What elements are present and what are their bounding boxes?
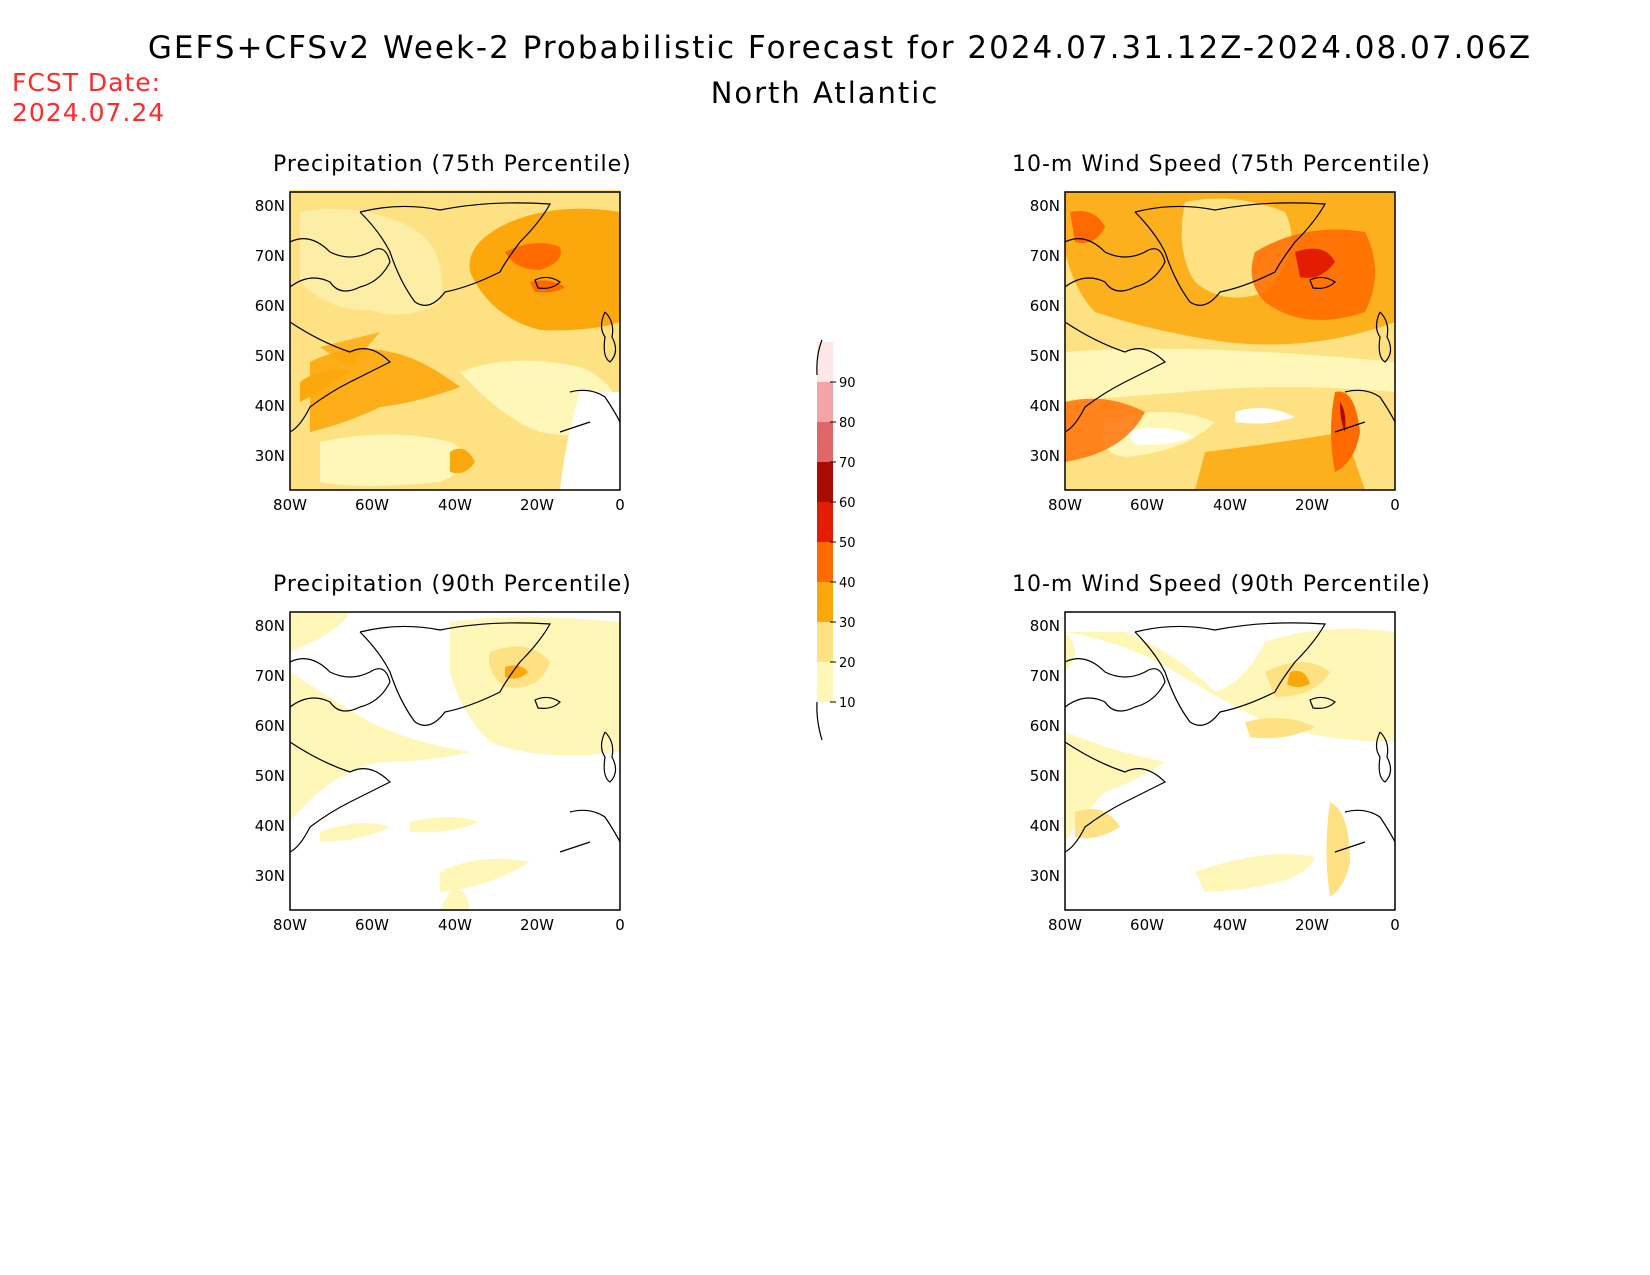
colorbar-tick-label: 90 — [839, 376, 856, 391]
map-panel-wind-90: 80N 70N 60N 50N 40N 30N 80W 60W 40W 20W … — [1030, 611, 1400, 934]
lon-label: 60W — [355, 496, 389, 514]
lon-label: 40W — [438, 496, 472, 514]
panel-title-precip-90: Precipitation (90th Percentile) — [273, 572, 632, 597]
lat-label: 70N — [1030, 247, 1060, 265]
lon-label: 0 — [615, 496, 625, 514]
lat-label: 30N — [255, 867, 285, 885]
lat-label: 70N — [255, 667, 285, 685]
lon-label: 0 — [1390, 496, 1400, 514]
colorbar-tick-label: 80 — [839, 416, 856, 431]
lon-label: 0 — [615, 916, 625, 934]
colorbar: 10 20 30 40 50 60 70 80 90 — [816, 339, 856, 741]
colorbar-segment — [817, 382, 833, 422]
forecast-date-block: FCST Date: 2024.07.24 — [12, 68, 165, 128]
lon-label: 80W — [1048, 916, 1082, 934]
lat-label: 60N — [1030, 297, 1060, 315]
map-panel-wind-75: 80N 70N 60N 50N 40N 30N 80W 60W 40W 20W … — [1030, 191, 1400, 514]
lon-label: 60W — [1130, 916, 1164, 934]
lat-ticks: 80N 70N 60N 50N 40N 30N — [255, 197, 285, 465]
lon-label: 40W — [1213, 496, 1247, 514]
lon-label: 20W — [520, 496, 554, 514]
lon-label: 20W — [520, 916, 554, 934]
map-frame — [289, 191, 621, 491]
lat-label: 40N — [255, 817, 285, 835]
coastlines — [1064, 622, 1396, 853]
lat-label: 70N — [1030, 667, 1060, 685]
lat-label: 50N — [255, 347, 285, 365]
lat-label: 70N — [255, 247, 285, 265]
lat-label: 80N — [255, 197, 285, 215]
colorbar-segment — [817, 542, 833, 582]
colorbar-segment — [817, 502, 833, 542]
lon-label: 80W — [273, 496, 307, 514]
lon-label: 20W — [1295, 496, 1329, 514]
map-panel-precip-75: 80N 70N 60N 50N 40N 30N 80W 60W 40W 20W … — [255, 190, 625, 514]
main-title: GEFS+CFSv2 Week-2 Probabilistic Forecast… — [147, 30, 1533, 66]
map-panel-precip-90: 80N 70N 60N 50N 40N 30N 80W 60W 40W 20W … — [255, 611, 625, 934]
colorbar-tick-label: 30 — [839, 616, 856, 631]
lat-label: 80N — [255, 617, 285, 635]
lat-label: 80N — [1030, 197, 1060, 215]
lat-label: 60N — [1030, 717, 1060, 735]
lon-label: 60W — [1130, 496, 1164, 514]
lat-label: 80N — [1030, 617, 1060, 635]
coastlines — [1064, 202, 1396, 433]
lat-label: 50N — [1030, 347, 1060, 365]
lon-label: 60W — [355, 916, 389, 934]
map-frame — [289, 611, 621, 911]
panel-title-wind-90: 10-m Wind Speed (90th Percentile) — [1012, 572, 1431, 597]
colorbar-tick-label: 10 — [839, 696, 856, 711]
map-frame — [1064, 611, 1396, 911]
region-subtitle: North Atlantic — [710, 76, 940, 110]
lon-label: 80W — [273, 916, 307, 934]
colorbar-tick-label: 40 — [839, 576, 856, 591]
lon-label: 40W — [1213, 916, 1247, 934]
lon-ticks: 80W 60W 40W 20W 0 — [273, 496, 625, 514]
lat-label: 40N — [1030, 397, 1060, 415]
colorbar-segment — [817, 662, 833, 702]
forecast-date-label: FCST Date: — [12, 68, 162, 97]
lat-label: 30N — [255, 447, 285, 465]
lat-label: 30N — [1030, 867, 1060, 885]
colorbar-tick-label: 50 — [839, 536, 856, 551]
colorbar-segment — [817, 422, 833, 462]
lat-label: 60N — [255, 717, 285, 735]
map-frame — [1064, 191, 1396, 491]
colorbar-lower-tail — [816, 701, 823, 741]
lat-label: 30N — [1030, 447, 1060, 465]
colorbar-segment — [817, 622, 833, 662]
lon-label: 40W — [438, 916, 472, 934]
lat-label: 60N — [255, 297, 285, 315]
colorbar-tick-label: 70 — [839, 456, 856, 471]
panel-title-precip-75: Precipitation (75th Percentile) — [273, 152, 632, 177]
lat-label: 50N — [1030, 767, 1060, 785]
colorbar-upper-tail — [816, 339, 823, 376]
colorbar-tick-label: 60 — [839, 496, 856, 511]
coastlines — [289, 622, 621, 853]
lat-label: 40N — [1030, 817, 1060, 835]
colorbar-segment — [817, 582, 833, 622]
lon-label: 0 — [1390, 916, 1400, 934]
forecast-date-value: 2024.07.24 — [12, 98, 166, 127]
field-high-east-greenland — [469, 208, 620, 331]
lat-label: 40N — [255, 397, 285, 415]
lon-label: 80W — [1048, 496, 1082, 514]
colorbar-segment — [817, 462, 833, 502]
lon-label: 20W — [1295, 916, 1329, 934]
colorbar-tick-label: 20 — [839, 656, 856, 671]
panel-title-wind-75: 10-m Wind Speed (75th Percentile) — [1012, 152, 1431, 177]
coastlines — [289, 202, 621, 433]
lat-label: 50N — [255, 767, 285, 785]
colorbar-segment — [817, 342, 833, 382]
